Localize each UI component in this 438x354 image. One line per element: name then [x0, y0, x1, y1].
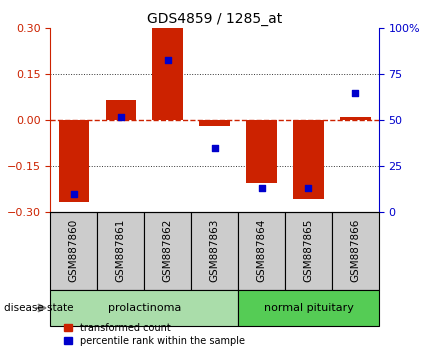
Bar [97, 212, 144, 290]
Text: GSM887864: GSM887864 [257, 219, 267, 282]
Bar [293, 120, 324, 199]
Text: normal pituitary: normal pituitary [264, 303, 353, 313]
Bar [59, 120, 89, 202]
Bar [50, 212, 97, 290]
Bar [144, 212, 191, 290]
Text: disease state: disease state [4, 303, 74, 313]
Text: GSM887865: GSM887865 [304, 219, 314, 282]
Bar [238, 290, 379, 326]
Bar [340, 117, 371, 120]
Point [117, 114, 124, 120]
Bar [246, 120, 277, 183]
Text: GSM887860: GSM887860 [69, 219, 79, 282]
Text: GSM887861: GSM887861 [116, 219, 126, 282]
Bar [50, 290, 238, 326]
Text: GSM887866: GSM887866 [350, 219, 360, 282]
Point [71, 191, 78, 197]
Bar [238, 212, 285, 290]
Bar [191, 212, 238, 290]
Text: GSM887862: GSM887862 [162, 219, 173, 282]
Point [211, 145, 218, 151]
Bar [106, 101, 136, 120]
Title: GDS4859 / 1285_at: GDS4859 / 1285_at [147, 12, 282, 26]
Bar [152, 28, 183, 120]
Text: prolactinoma: prolactinoma [108, 303, 181, 313]
Bar [285, 212, 332, 290]
Point [164, 57, 171, 62]
Bar [199, 120, 230, 126]
Text: GSM887863: GSM887863 [210, 219, 219, 282]
Legend: transformed count, percentile rank within the sample: transformed count, percentile rank withi… [64, 323, 244, 346]
Point [305, 185, 312, 191]
Bar [332, 212, 379, 290]
Point [352, 90, 359, 96]
Point [258, 185, 265, 191]
